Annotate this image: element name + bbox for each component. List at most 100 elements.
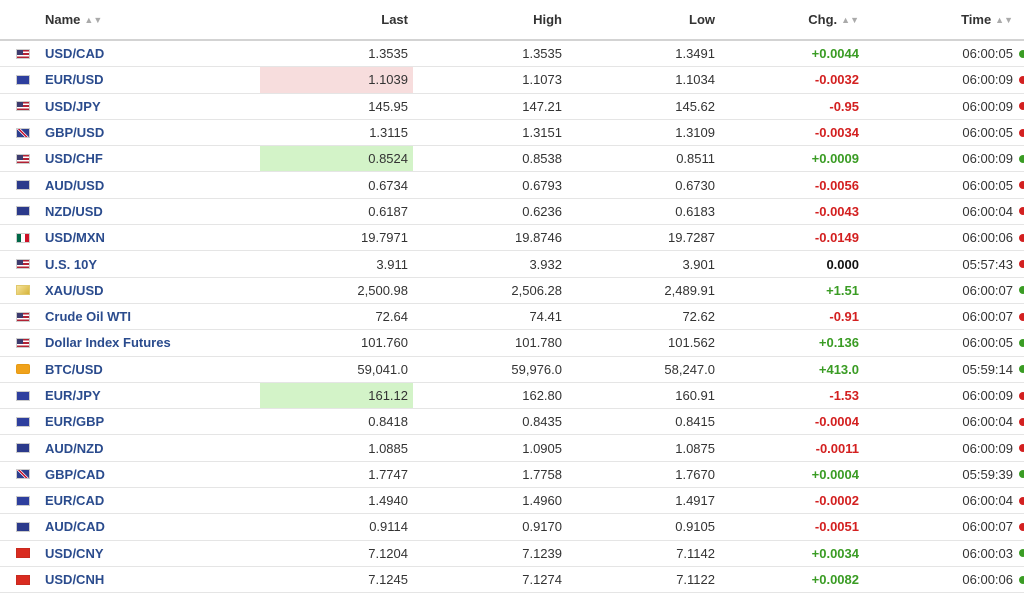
last-price: 2,500.98 <box>357 282 408 298</box>
low-price: 19.7287 <box>668 230 715 246</box>
table-row[interactable]: Crude Oil WTI 72.64 74.41 72.62 -0.91 06:00:0… <box>0 304 1024 331</box>
instrument-name-link[interactable]: GBP/USD <box>45 125 105 141</box>
instrument-name-link[interactable]: EUR/JPY <box>45 388 101 403</box>
instrument-name-link[interactable]: EUR/CAD <box>45 493 105 509</box>
flag-us-icon <box>16 311 30 322</box>
instrument-name-link[interactable]: Crude Oil WTI <box>45 309 131 325</box>
last-price: 1.3115 <box>369 125 408 141</box>
table-row[interactable]: Dollar Index Futures 101.760 101.780 101.56… <box>0 330 1024 357</box>
last-price: 72.64 <box>375 309 408 325</box>
low-price: 72.62 <box>682 309 715 325</box>
table-row[interactable]: EUR/GBP 0.8418 0.8435 0.8415 -0.0004 06:00:04 <box>0 409 1024 436</box>
column-header-time-label: Time <box>961 12 992 27</box>
last-price: 1.1039 <box>260 67 413 93</box>
table-row[interactable]: EUR/JPY 161.12 162.80 160.91 -1.53 06:00:09 <box>0 382 1024 410</box>
flag-cn-icon <box>16 548 30 559</box>
status-dot-icon <box>1019 304 1024 329</box>
update-time: 06:00:05 <box>962 335 1013 351</box>
instrument-name-link[interactable]: AUD/USD <box>45 177 105 193</box>
instrument-name-link[interactable]: XAU/USD <box>45 282 104 298</box>
instrument-name-link[interactable]: EUR/GBP <box>45 414 105 430</box>
flag-icon <box>16 278 30 303</box>
table-row[interactable]: EUR/USD 1.1039 1.1073 1.1034 -0.0032 06:00:09 <box>0 67 1024 94</box>
low-price: 58,247.0 <box>664 361 715 377</box>
change-value: -0.0011 <box>815 440 859 456</box>
status-dot-icon <box>1019 488 1024 513</box>
low-price: 7.1122 <box>676 572 715 588</box>
change-value: +0.0009 <box>811 151 859 167</box>
status-dot-icon <box>1019 120 1024 145</box>
instrument-name-link[interactable]: USD/CNY <box>45 545 104 561</box>
status-dot-icon <box>1019 357 1024 382</box>
change-value: +1.51 <box>826 282 859 298</box>
status-dot-icon <box>1019 199 1024 224</box>
low-price: 2,489.91 <box>664 282 715 298</box>
instrument-name-link[interactable]: USD/CAD <box>45 46 105 62</box>
table-row[interactable]: USD/MXN 19.7971 19.8746 19.7287 -0.0149 06:00… <box>0 225 1024 252</box>
table-row[interactable]: AUD/USD 0.6734 0.6793 0.6730 -0.0056 06:00:05 <box>0 172 1024 199</box>
flag-eu-icon <box>16 416 30 427</box>
flag-icon <box>16 94 30 119</box>
table-row[interactable]: GBP/USD 1.3115 1.3151 1.3109 -0.0034 06:00:05 <box>0 120 1024 147</box>
table-row[interactable]: EUR/CAD 1.4940 1.4960 1.4917 -0.0002 06:00:04 <box>0 488 1024 515</box>
table-row[interactable]: USD/CNY 7.1204 7.1239 7.1142 +0.0034 06:00:03 <box>0 541 1024 567</box>
table-row[interactable]: BTC/USD 59,041.0 59,976.0 58,247.0 +413.0 05:… <box>0 357 1024 383</box>
instrument-name-link[interactable]: BTC/USD <box>45 361 103 377</box>
instrument-name-link[interactable]: USD/CHF <box>45 151 103 167</box>
table-row[interactable]: GBP/CAD 1.7747 1.7758 1.7670 +0.0004 05:59:39 <box>0 462 1024 489</box>
flag-btc-icon <box>16 364 30 375</box>
column-header-high[interactable]: High <box>415 0 567 39</box>
high-price: 0.6793 <box>522 177 562 193</box>
table-row[interactable]: AUD/NZD 1.0885 1.0905 1.0875 -0.0011 06:00:09 <box>0 435 1024 462</box>
instrument-name-link[interactable]: USD/MXN <box>45 230 105 246</box>
high-price: 1.3151 <box>522 125 562 141</box>
table-row[interactable]: U.S. 10Y 3.911 3.932 3.901 0.000 05:57:43 <box>0 251 1024 278</box>
flag-icon <box>16 251 30 276</box>
last-price: 59,041.0 <box>357 361 408 377</box>
high-price: 0.9170 <box>522 519 562 535</box>
instrument-name-link[interactable]: GBP/CAD <box>45 466 105 482</box>
table-row[interactable]: XAU/USD 2,500.98 2,506.28 2,489.91 +1.51 06:0… <box>0 278 1024 304</box>
update-time: 06:00:03 <box>962 545 1013 561</box>
instrument-name-link[interactable]: EUR/USD <box>45 72 104 88</box>
column-header-chg[interactable]: Chg. ▲▼ <box>724 0 864 39</box>
table-row[interactable]: USD/CAD 1.3535 1.3535 1.3491 +0.0044 06:00:05 <box>0 41 1024 68</box>
update-time: 06:00:05 <box>962 46 1013 62</box>
table-row[interactable]: USD/CHF 0.8524 0.8538 0.8511 +0.0009 06:00:09 <box>0 146 1024 173</box>
flag-us-icon <box>16 153 30 164</box>
instrument-name-link[interactable]: USD/CNH <box>45 572 105 588</box>
instrument-name-link[interactable]: NZD/USD <box>45 203 103 219</box>
low-price: 3.901 <box>682 256 715 272</box>
low-price: 0.8415 <box>675 414 715 430</box>
last-price: 7.1204 <box>368 545 408 561</box>
high-price: 7.1239 <box>522 545 562 561</box>
low-price: 0.9105 <box>675 519 715 535</box>
table-row[interactable]: USD/JPY 145.95 147.21 145.62 -0.95 06:00:09 <box>0 94 1024 120</box>
column-header-time[interactable]: Time ▲▼ <box>880 0 1013 39</box>
status-dot-icon <box>1019 251 1024 276</box>
last-price: 0.8418 <box>368 414 408 430</box>
column-header-last[interactable]: Last <box>260 0 413 39</box>
status-dot-icon <box>1019 67 1024 92</box>
instrument-name-link[interactable]: U.S. 10Y <box>45 256 98 272</box>
status-dot-icon <box>1019 278 1024 303</box>
instrument-name-link[interactable]: AUD/NZD <box>45 440 104 456</box>
table-row[interactable]: USD/CNH 7.1245 7.1274 7.1122 +0.0082 06:00:06 <box>0 567 1024 594</box>
column-header-name[interactable]: Name ▲▼ <box>45 0 245 39</box>
instrument-name-link[interactable]: AUD/CAD <box>45 519 105 535</box>
update-time: 06:00:07 <box>962 282 1013 298</box>
table-row[interactable]: NZD/USD 0.6187 0.6236 0.6183 -0.0043 06:00:04 <box>0 199 1024 226</box>
high-price: 1.0905 <box>522 440 562 456</box>
table-row[interactable]: AUD/CAD 0.9114 0.9170 0.9105 -0.0051 06:00:07 <box>0 514 1024 541</box>
last-price: 7.1245 <box>368 572 408 588</box>
status-dot-icon <box>1019 435 1024 460</box>
flag-icon <box>16 120 30 145</box>
update-time: 06:00:04 <box>962 414 1013 430</box>
status-dot-icon <box>1019 409 1024 434</box>
column-header-low-label: Low <box>689 12 715 27</box>
instrument-name-link[interactable]: Dollar Index Futures <box>45 335 171 351</box>
instrument-name-link[interactable]: USD/JPY <box>45 98 101 114</box>
column-header-low[interactable]: Low <box>570 0 720 39</box>
low-price: 0.6183 <box>675 203 715 219</box>
